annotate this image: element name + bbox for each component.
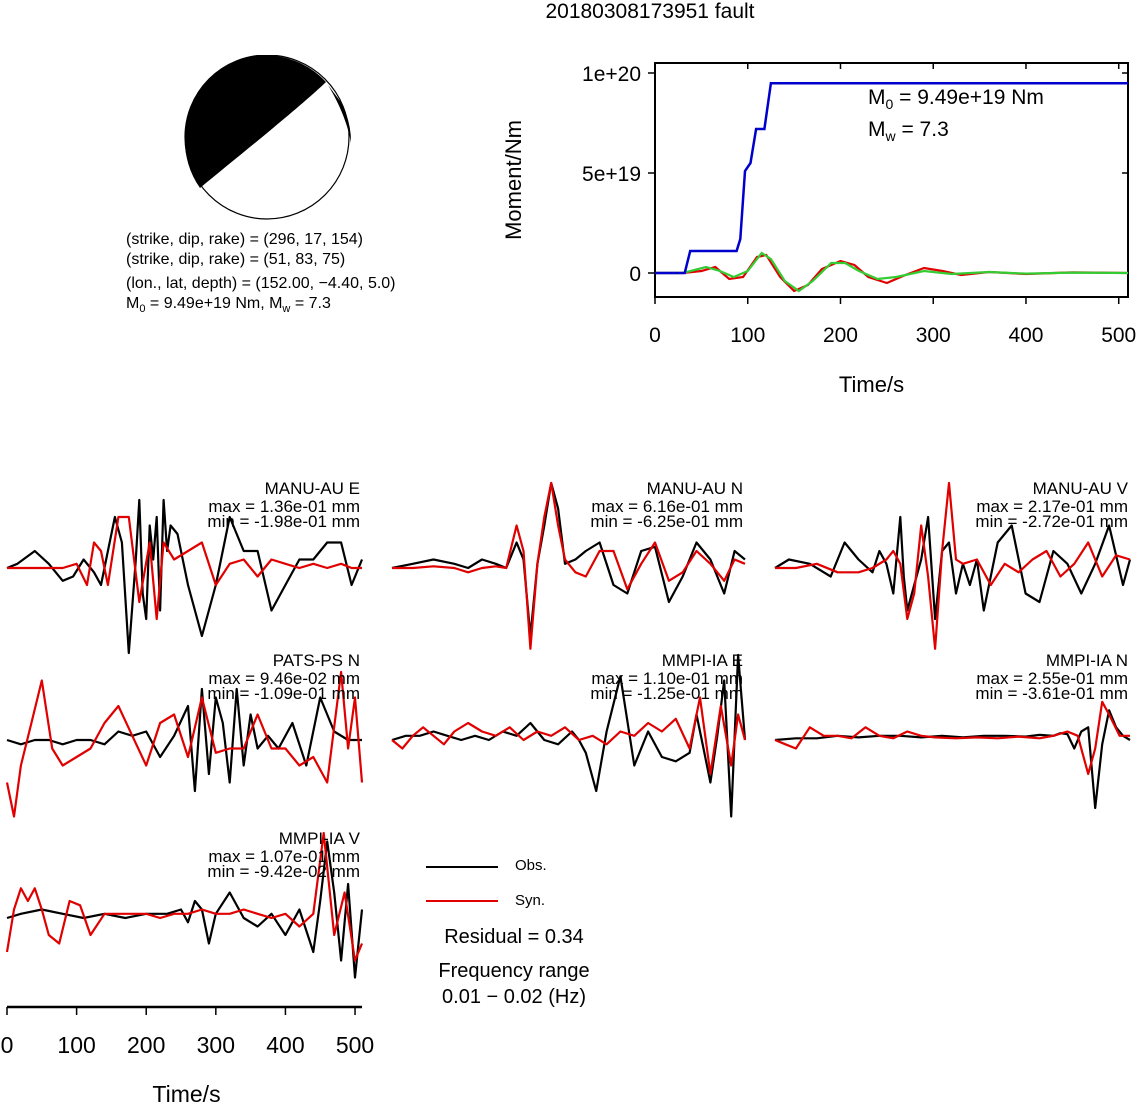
- observed-waveform: [391, 481, 746, 638]
- max-amplitude-label: max = 6.16e-01 mm: [591, 497, 743, 516]
- synthetic-waveform: [774, 700, 1130, 776]
- min-amplitude-label: min = -1.09e-01 mm: [207, 684, 360, 703]
- moment-mw-annotation: Mw = 7.3: [868, 118, 949, 145]
- min-amplitude-label: min = -9.42e-02 mm: [207, 862, 360, 881]
- moment-y-tick-label: 1e+20: [582, 63, 641, 86]
- min-amplitude-label: min = -6.25e-01 mm: [590, 512, 743, 531]
- moment-y-tick-label: 0: [629, 263, 641, 286]
- nodal-plane-1: (strike, dip, rake) = (296, 17, 154): [126, 231, 363, 248]
- station-label: MMPI-IA N: [1046, 651, 1128, 670]
- synthetic-waveform: [391, 696, 747, 776]
- moment-y-axis-label: Moment/Nm: [501, 120, 526, 240]
- max-amplitude-label: max = 1.10e-01 mm: [591, 669, 743, 688]
- moment-series-line: [655, 81, 1128, 275]
- beachball-compressional-quadrant: [184, 55, 326, 188]
- legend: [426, 866, 498, 902]
- synthetic-waveform: [775, 481, 1131, 650]
- station-label: MANU-AU N: [647, 479, 743, 498]
- synthetic-waveform: [5, 670, 364, 818]
- station-label: PATS-PS N: [273, 651, 360, 670]
- moment-series-line: [655, 253, 1129, 293]
- moment-x-tick-label: 100: [730, 324, 765, 347]
- frequency-range-value: 0.01 − 0.02 (Hz): [442, 986, 586, 1008]
- waveform-x-axis-label: Time/s: [152, 1081, 220, 1104]
- min-amplitude-label: min = -3.61e-01 mm: [975, 684, 1128, 703]
- moment-plot-frame: [654, 62, 1129, 298]
- max-amplitude-label: max = 9.46e-02 mm: [208, 669, 360, 688]
- min-amplitude-label: min = -2.72e-01 mm: [975, 512, 1128, 531]
- moment-series-line: [655, 251, 1129, 293]
- min-amplitude-label: min = -1.98e-01 mm: [207, 512, 360, 531]
- beachball-focal-mechanism: [184, 55, 352, 220]
- waveform-x-tick-label: 0: [1, 1032, 14, 1058]
- synthetic-waveform: [5, 831, 364, 962]
- legend-syn-label: Syn.: [515, 892, 546, 909]
- moment-x-tick-label: 500: [1101, 324, 1136, 347]
- observed-waveform: [391, 653, 747, 818]
- station-label: MMPI-IA V: [279, 829, 361, 848]
- synthetic-waveform: [392, 481, 746, 650]
- observed-waveform: [774, 709, 1131, 810]
- waveform-x-tick-label: 100: [57, 1032, 95, 1058]
- waveform-x-tick-label: 200: [127, 1032, 165, 1058]
- observed-waveform: [6, 498, 364, 655]
- max-amplitude-label: max = 2.55e-01 mm: [976, 669, 1128, 688]
- station-label: MANU-AU V: [1033, 479, 1129, 498]
- moment-x-axis-label: Time/s: [839, 372, 904, 397]
- residual-label: Residual = 0.34: [444, 926, 584, 948]
- moment-x-tick-label: 300: [916, 324, 951, 347]
- moment-x-tick-label: 200: [823, 324, 858, 347]
- min-amplitude-label: min = -1.25e-01 mm: [590, 684, 743, 703]
- frequency-range-label: Frequency range: [438, 960, 590, 982]
- waveform-x-tick-label: 300: [197, 1032, 235, 1058]
- moment-m0-annotation: M0 = 9.49e+19 Nm: [868, 86, 1044, 113]
- moment-x-tick-label: 400: [1008, 324, 1043, 347]
- station-label: MANU-AU E: [265, 479, 360, 498]
- figure-title: 20180308173951 fault: [545, 0, 755, 23]
- source-parameters: (strike, dip, rake) = (296, 17, 154) (st…: [126, 230, 396, 319]
- nodal-plane-2: (strike, dip, rake) = (51, 83, 75): [126, 251, 346, 268]
- max-amplitude-label: max = 1.36e-01 mm: [208, 497, 360, 516]
- waveform-x-tick-label: 400: [266, 1032, 304, 1058]
- moment-time-plot: 0 100 200 300 400 500 0 5e+19 1e+20 Time/s Moment/…: [501, 62, 1136, 397]
- observed-waveform: [6, 687, 362, 793]
- moment-x-tick-label: 0: [649, 324, 661, 347]
- legend-obs-label: Obs.: [515, 857, 547, 874]
- waveform-x-tick-label: 500: [336, 1032, 374, 1058]
- max-amplitude-label: max = 1.07e-01 mm: [208, 847, 360, 866]
- hypocenter-location: (lon., lat, depth) = (152.00, −4.40, 5.0…: [126, 275, 396, 292]
- moment-y-tick-label: 5e+19: [582, 163, 641, 186]
- moment-magnitude-line: M0 = 9.49e+19 Nm, Mw = 7.3: [126, 295, 331, 316]
- station-label: MMPI-IA E: [662, 651, 743, 670]
- max-amplitude-label: max = 2.17e-01 mm: [976, 497, 1128, 516]
- synthetic-waveform: [7, 515, 362, 621]
